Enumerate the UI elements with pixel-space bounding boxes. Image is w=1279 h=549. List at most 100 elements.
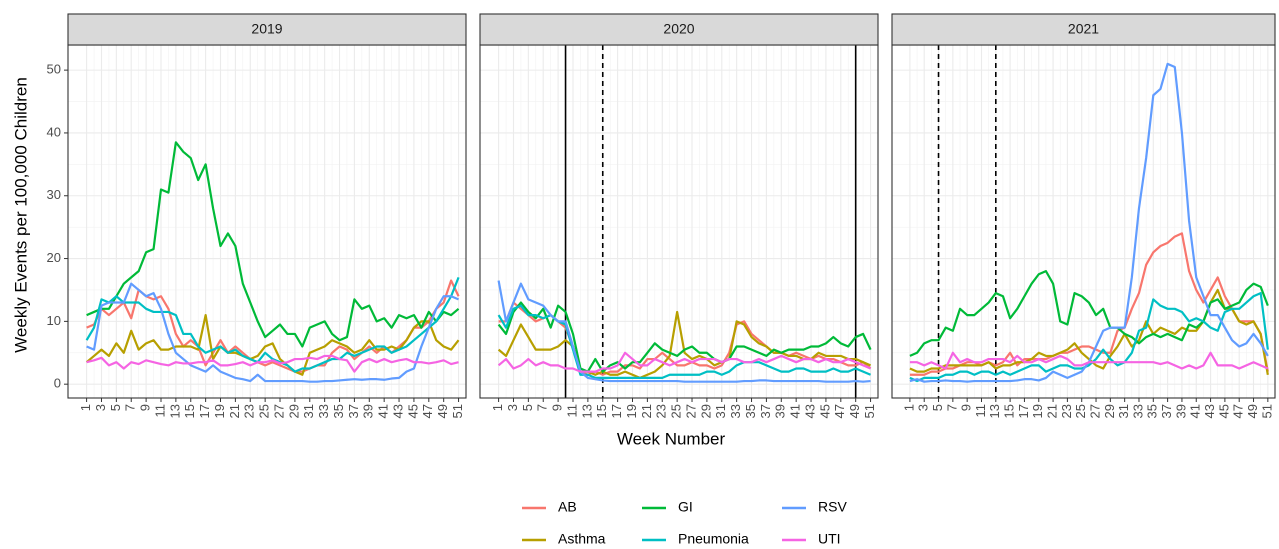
panel-background [480, 45, 878, 398]
strip [479, 13, 879, 46]
x-tick-label: 25 [669, 404, 684, 418]
x-tick-label: 11 [564, 404, 579, 418]
x-tick-label: 45 [817, 404, 832, 418]
x-tick-label: 3 [505, 404, 520, 411]
legend-label: Asthma [558, 531, 606, 547]
x-tick-label: 17 [197, 404, 212, 418]
x-tick-label: 27 [683, 404, 698, 418]
x-tick-label: 41 [376, 404, 391, 418]
x-tick-label: 27 [271, 404, 286, 418]
x-tick-label: 35 [1145, 404, 1160, 418]
x-tick-label: 51 [862, 404, 877, 418]
x-tick-label: 45 [405, 404, 420, 418]
x-tick-label: 25 [1073, 404, 1088, 418]
series-line [909, 292, 1269, 383]
x-tick-label: 9 [550, 404, 565, 411]
x-tick-label: 5 [108, 404, 123, 411]
x-tick-label: 15 [594, 404, 609, 418]
y-tick-label: 0 [54, 376, 61, 391]
series-line [86, 282, 459, 383]
x-tick-label: 29 [286, 404, 301, 418]
x-tick-label: 11 [973, 404, 988, 418]
x-tick-label: 49 [1245, 404, 1260, 418]
x-tick-label: 7 [123, 404, 138, 411]
x-tick-label: 45 [1216, 404, 1231, 418]
legend-label: GI [678, 499, 693, 515]
x-tick-label: 19 [624, 404, 639, 418]
panel-background [892, 45, 1275, 398]
x-tick-label: 33 [728, 404, 743, 418]
x-tick-label: 13 [167, 404, 182, 418]
y-tick-label: 30 [47, 187, 61, 202]
x-tick-label: 41 [788, 404, 803, 418]
x-tick-label: 23 [242, 404, 257, 418]
legend-label: UTI [818, 531, 841, 547]
x-tick-label: 35 [331, 404, 346, 418]
series-line [86, 354, 459, 373]
series-line [909, 232, 1269, 376]
x-tick-label: 37 [1159, 404, 1174, 418]
strip [891, 13, 1276, 46]
x-tick-label: 5 [520, 404, 535, 411]
x-tick-label: 23 [654, 404, 669, 418]
series-line [497, 351, 871, 373]
x-tick-label: 51 [1259, 404, 1274, 418]
x-tick-label: 21 [227, 404, 242, 418]
y-tick-label: 20 [47, 250, 61, 265]
x-tick-label: 25 [257, 404, 272, 418]
x-tick-label: 13 [579, 404, 594, 418]
x-tick-label: 47 [420, 404, 435, 418]
legend-label: AB [558, 499, 577, 515]
x-tick-label: 15 [182, 404, 197, 418]
x-tick-label: 1 [901, 404, 916, 411]
x-tick-label: 13 [987, 404, 1002, 418]
series-line [85, 313, 460, 376]
x-tick-label: 35 [743, 404, 758, 418]
series-line [86, 141, 460, 348]
x-tick-label: 17 [1016, 404, 1031, 418]
x-tick-label: 21 [1045, 404, 1060, 418]
x-tick-label: 51 [450, 404, 465, 418]
x-tick-label: 29 [698, 404, 713, 418]
x-tick-label: 47 [832, 404, 847, 418]
x-tick-label: 19 [212, 404, 227, 418]
x-tick-label: 29 [1102, 404, 1117, 418]
x-tick-label: 47 [1231, 404, 1246, 418]
x-tick-label: 37 [758, 404, 773, 418]
x-tick-label: 31 [301, 404, 316, 418]
strip-label: 2019 [251, 21, 282, 37]
x-tick-label: 37 [346, 404, 361, 418]
x-tick-label: 39 [361, 404, 376, 418]
x-tick-label: 9 [959, 404, 974, 411]
series-line [85, 276, 460, 373]
y-tick-label: 10 [47, 313, 61, 328]
x-tick-label: 43 [390, 404, 405, 418]
x-tick-label: 39 [1173, 404, 1188, 418]
x-tick-label: 17 [609, 404, 624, 418]
x-tick-label: 43 [802, 404, 817, 418]
strip [67, 13, 467, 46]
x-tick-label: 3 [916, 404, 931, 411]
x-tick-label: 33 [1130, 404, 1145, 418]
x-tick-label: 3 [93, 404, 108, 411]
x-tick-label: 23 [1059, 404, 1074, 418]
legend-label: Pneumonia [678, 531, 749, 547]
x-tick-label: 7 [535, 404, 550, 411]
x-tick-label: 31 [1116, 404, 1131, 418]
x-tick-label: 49 [847, 404, 862, 418]
x-tick-label: 1 [78, 404, 93, 411]
strip-label: 2021 [1068, 21, 1099, 37]
series-line [909, 351, 1269, 370]
x-tick-label: 19 [1030, 404, 1045, 418]
x-tick-label: 7 [944, 404, 959, 411]
x-tick-label: 43 [1202, 404, 1217, 418]
legend-label: RSV [818, 499, 847, 515]
x-tick-label: 39 [773, 404, 788, 418]
y-tick-label: 50 [47, 62, 61, 77]
series-line [497, 280, 871, 383]
x-tick-label: 31 [713, 404, 728, 418]
strip-label: 2020 [663, 21, 694, 37]
x-axis-title: Week Number [617, 429, 726, 448]
